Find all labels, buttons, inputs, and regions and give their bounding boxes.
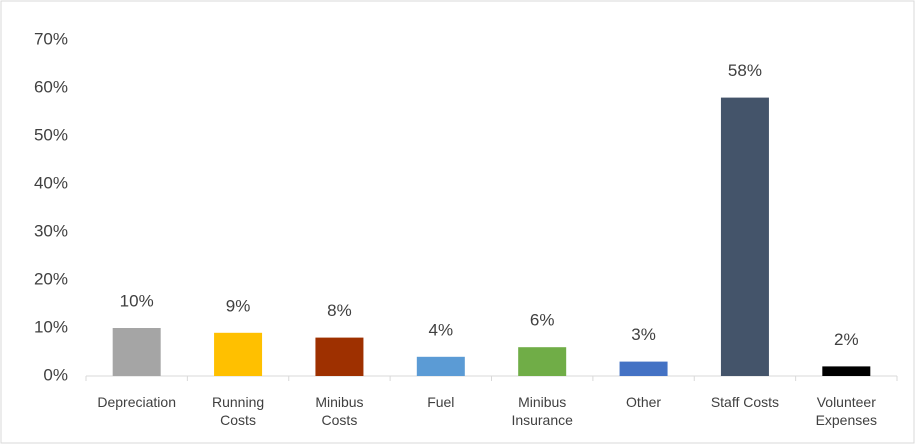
x-tick-label: Volunteer Expenses bbox=[815, 394, 878, 428]
data-label: 4% bbox=[429, 320, 454, 339]
y-tick-label: 70% bbox=[34, 29, 68, 48]
x-tick-label: Minibus Insurance bbox=[511, 394, 573, 428]
bar bbox=[518, 347, 567, 376]
x-tick-label: Staff Costs bbox=[710, 394, 780, 410]
y-tick-label: 10% bbox=[34, 317, 68, 336]
x-tick-label-box: Depreciation bbox=[86, 393, 187, 411]
bar bbox=[315, 337, 364, 376]
y-tick-label: 0% bbox=[43, 365, 68, 384]
x-tick-label: Minibus Costs bbox=[315, 394, 364, 428]
y-tick-label: 20% bbox=[34, 269, 68, 288]
x-tick-label-box: Volunteer Expenses bbox=[796, 393, 897, 429]
data-label: 8% bbox=[327, 301, 352, 320]
data-label: 9% bbox=[226, 296, 251, 315]
x-tick-label-box: Other bbox=[593, 393, 694, 411]
x-tick-label-box: Minibus Insurance bbox=[492, 393, 593, 429]
data-label: 58% bbox=[728, 61, 762, 80]
bar bbox=[214, 332, 263, 376]
bar bbox=[416, 356, 465, 376]
y-tick-label: 30% bbox=[34, 221, 68, 240]
bar bbox=[720, 97, 769, 376]
data-label: 10% bbox=[120, 291, 154, 310]
x-tick-label: Running Costs bbox=[211, 394, 265, 428]
x-tick-label-box: Minibus Costs bbox=[289, 393, 390, 429]
x-tick-label-box: Running Costs bbox=[187, 393, 288, 429]
y-tick-label: 40% bbox=[34, 173, 68, 192]
x-tick-label: Other bbox=[626, 394, 662, 410]
x-tick-label: Depreciation bbox=[97, 394, 176, 410]
bar bbox=[112, 328, 161, 376]
x-tick-label-box: Fuel bbox=[390, 393, 491, 411]
bar bbox=[619, 361, 668, 376]
bar bbox=[822, 366, 871, 376]
x-tick-label-box: Staff Costs bbox=[694, 393, 795, 411]
data-label: 3% bbox=[631, 325, 656, 344]
y-tick-label: 50% bbox=[34, 125, 68, 144]
data-label: 2% bbox=[834, 330, 859, 349]
x-tick-label: Fuel bbox=[427, 394, 455, 410]
data-label: 6% bbox=[530, 311, 555, 330]
y-tick-label: 60% bbox=[34, 77, 68, 96]
